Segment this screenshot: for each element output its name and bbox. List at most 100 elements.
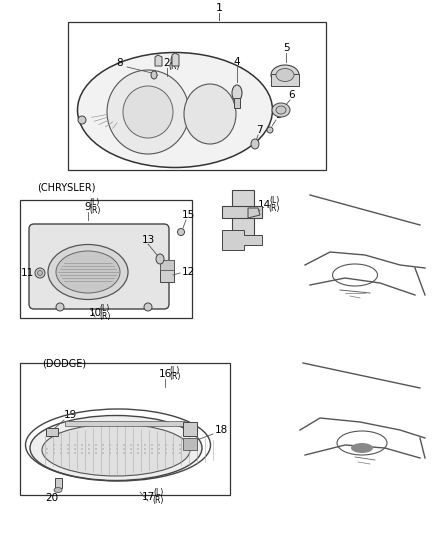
Text: 20: 20	[46, 493, 59, 503]
Ellipse shape	[276, 106, 286, 114]
Text: (L): (L)	[90, 198, 100, 207]
Ellipse shape	[151, 452, 153, 454]
Ellipse shape	[116, 452, 118, 454]
Ellipse shape	[156, 254, 164, 264]
FancyBboxPatch shape	[29, 224, 169, 309]
Ellipse shape	[267, 127, 273, 133]
Ellipse shape	[74, 444, 76, 446]
Ellipse shape	[271, 65, 299, 85]
Text: (R): (R)	[152, 496, 164, 505]
Ellipse shape	[177, 229, 184, 236]
Ellipse shape	[172, 448, 174, 450]
Text: (CHRYSLER): (CHRYSLER)	[37, 183, 95, 193]
Bar	[20, 200, 192, 318]
Text: 3: 3	[275, 110, 281, 120]
Bar	[271, 74, 299, 86]
Text: (L): (L)	[269, 197, 279, 206]
Ellipse shape	[276, 69, 294, 82]
Text: 17: 17	[141, 492, 155, 502]
Ellipse shape	[102, 444, 104, 446]
Ellipse shape	[95, 452, 97, 454]
Ellipse shape	[123, 452, 125, 454]
Ellipse shape	[144, 448, 146, 450]
Text: (R): (R)	[89, 206, 101, 214]
Ellipse shape	[53, 444, 55, 446]
Ellipse shape	[102, 448, 104, 450]
Bar	[160, 260, 174, 282]
Bar	[222, 206, 262, 218]
Ellipse shape	[172, 452, 174, 454]
Text: (R): (R)	[170, 373, 181, 382]
Ellipse shape	[88, 444, 90, 446]
Text: 13: 13	[141, 235, 155, 245]
Ellipse shape	[74, 448, 76, 450]
Ellipse shape	[123, 448, 125, 450]
Ellipse shape	[67, 448, 69, 450]
Ellipse shape	[130, 444, 132, 446]
Ellipse shape	[38, 271, 42, 276]
Ellipse shape	[116, 444, 118, 446]
Bar	[68, 22, 326, 170]
Text: (L): (L)	[170, 366, 180, 375]
Ellipse shape	[60, 444, 62, 446]
Text: 16: 16	[159, 369, 172, 379]
Ellipse shape	[109, 444, 111, 446]
Text: (DODGE): (DODGE)	[42, 358, 86, 368]
Ellipse shape	[95, 448, 97, 450]
Ellipse shape	[151, 444, 153, 446]
Text: (R): (R)	[168, 62, 180, 71]
Ellipse shape	[81, 452, 83, 454]
Ellipse shape	[158, 448, 160, 450]
Text: 12: 12	[182, 267, 195, 277]
Ellipse shape	[53, 452, 55, 454]
Ellipse shape	[137, 448, 139, 450]
Bar	[232, 190, 254, 240]
Ellipse shape	[251, 139, 259, 149]
Ellipse shape	[179, 444, 181, 446]
Ellipse shape	[184, 84, 236, 144]
Ellipse shape	[60, 448, 62, 450]
Ellipse shape	[151, 71, 157, 79]
Polygon shape	[172, 53, 179, 66]
Bar	[65, 421, 185, 426]
Ellipse shape	[165, 448, 167, 450]
Ellipse shape	[88, 448, 90, 450]
Ellipse shape	[116, 448, 118, 450]
Bar	[183, 422, 197, 436]
Text: (R): (R)	[99, 311, 111, 320]
Text: (L): (L)	[153, 489, 163, 497]
Ellipse shape	[107, 70, 189, 154]
Ellipse shape	[81, 448, 83, 450]
Ellipse shape	[53, 448, 55, 450]
Text: 1: 1	[215, 3, 223, 13]
Ellipse shape	[158, 452, 160, 454]
Text: 9: 9	[85, 202, 91, 212]
Ellipse shape	[232, 85, 242, 101]
Ellipse shape	[158, 444, 160, 446]
Ellipse shape	[95, 444, 97, 446]
Ellipse shape	[172, 444, 174, 446]
Text: 2: 2	[164, 58, 170, 68]
Ellipse shape	[67, 444, 69, 446]
Ellipse shape	[123, 86, 173, 138]
Ellipse shape	[144, 303, 152, 311]
Ellipse shape	[179, 448, 181, 450]
Text: 15: 15	[181, 210, 194, 220]
Text: (R): (R)	[268, 204, 280, 213]
Bar	[20, 363, 230, 495]
Ellipse shape	[78, 52, 272, 167]
Ellipse shape	[81, 444, 83, 446]
Ellipse shape	[137, 452, 139, 454]
Ellipse shape	[123, 444, 125, 446]
Ellipse shape	[165, 444, 167, 446]
Ellipse shape	[74, 452, 76, 454]
Ellipse shape	[130, 448, 132, 450]
Polygon shape	[248, 208, 260, 218]
Ellipse shape	[48, 245, 128, 300]
Ellipse shape	[67, 452, 69, 454]
Ellipse shape	[35, 268, 45, 278]
Polygon shape	[155, 55, 162, 66]
Ellipse shape	[130, 452, 132, 454]
Text: 8: 8	[117, 58, 124, 68]
Polygon shape	[222, 230, 262, 250]
